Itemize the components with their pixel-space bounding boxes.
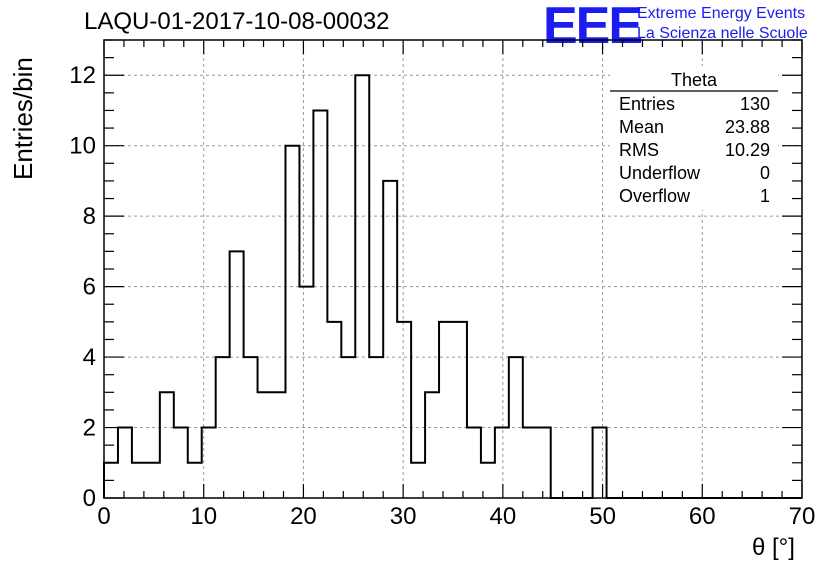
histogram-bin — [593, 428, 607, 498]
y-tick-label: 12 — [69, 62, 96, 89]
histogram-bin — [299, 287, 313, 498]
x-axis-label: θ [°] — [752, 534, 795, 561]
histogram-bin — [523, 428, 537, 498]
logo-line-1: Extreme Energy Events — [637, 5, 806, 22]
stats-row-value: 0 — [760, 163, 770, 183]
x-tick-label: 0 — [97, 503, 110, 530]
x-tick-label: 60 — [689, 503, 716, 530]
eee-logo: EEE — [543, 0, 643, 55]
x-tick-label: 70 — [789, 503, 816, 530]
stats-row-value: 1 — [760, 186, 770, 206]
histogram-bin — [174, 428, 188, 498]
histogram-bin — [397, 322, 411, 498]
x-tick-label: 50 — [589, 503, 616, 530]
histogram-bin — [439, 322, 453, 498]
histogram-bin — [230, 251, 244, 498]
histogram-bin — [341, 357, 355, 498]
histogram-bin — [118, 428, 132, 498]
stats-row-value: 23.88 — [725, 117, 770, 137]
histogram-bin — [160, 392, 174, 498]
histogram-bin — [369, 357, 383, 498]
histogram-bin — [146, 463, 160, 498]
histogram-bin — [467, 428, 481, 498]
x-tick-label: 30 — [390, 503, 417, 530]
y-tick-label: 0 — [83, 485, 96, 512]
histogram-bin — [355, 75, 369, 498]
histogram-bin — [188, 463, 202, 498]
histogram-bin — [272, 392, 286, 498]
histogram-bin — [495, 428, 509, 498]
histogram-bin — [313, 110, 327, 498]
stats-row-value: 130 — [740, 94, 770, 114]
y-tick-label: 10 — [69, 133, 96, 160]
histogram-bin — [425, 392, 439, 498]
histogram-bin — [244, 357, 258, 498]
y-tick-label: 6 — [83, 274, 96, 301]
x-tick-label: 20 — [290, 503, 317, 530]
histogram-bin — [216, 357, 230, 498]
stats-row-label: Overflow — [619, 186, 691, 206]
chart-title: LAQU-01-2017-10-08-00032 — [84, 8, 390, 35]
y-tick-label: 4 — [83, 344, 96, 371]
stats-box — [610, 66, 778, 210]
histogram-bin — [285, 146, 299, 498]
stats-row-value: 10.29 — [725, 140, 770, 160]
histogram-bin — [537, 428, 551, 498]
logo-line-2: La Scienza nelle Scuole — [637, 25, 808, 42]
histogram-bin — [453, 322, 467, 498]
histogram-bin — [327, 322, 341, 498]
y-tick-label: 2 — [83, 415, 96, 442]
histogram-bin — [509, 357, 523, 498]
x-tick-label: 10 — [190, 503, 217, 530]
y-tick-label: 8 — [83, 203, 96, 230]
histogram-bin — [383, 181, 397, 498]
stats-row-label: RMS — [619, 140, 659, 160]
x-tick-label: 40 — [490, 503, 517, 530]
stats-row-label: Underflow — [619, 163, 701, 183]
stats-title: Theta — [671, 70, 718, 90]
histogram-bin — [258, 392, 272, 498]
stats-row-label: Entries — [619, 94, 675, 114]
stats-row-label: Mean — [619, 117, 664, 137]
